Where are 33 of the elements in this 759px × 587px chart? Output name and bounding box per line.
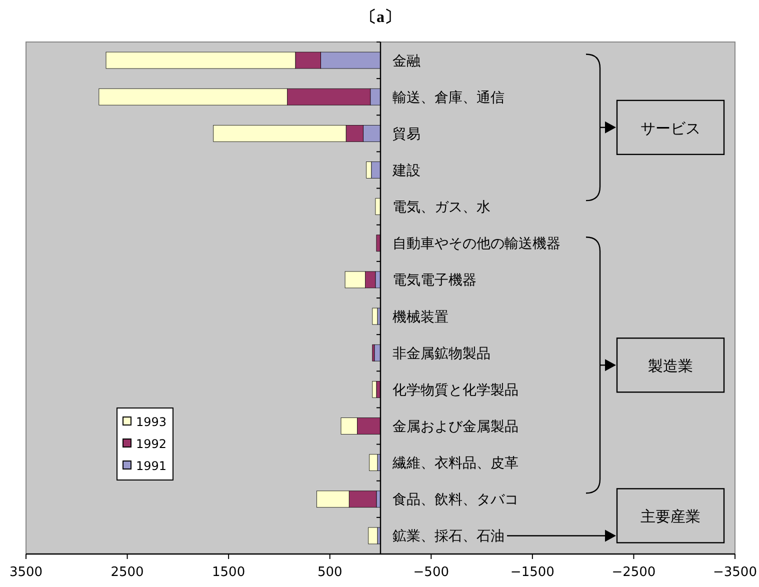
y-tick-label: 食品、飲料、タバコ <box>392 492 518 508</box>
x-tick-label: −1500 <box>510 565 554 580</box>
y-tick-label: 化学物質と化学製品 <box>392 382 518 398</box>
y-tick-label: 金融 <box>392 53 420 70</box>
y-tick-label: 自動車やその他の輸送機器 <box>392 236 560 252</box>
y-tick-label: 非金属鉱物製品 <box>392 346 490 362</box>
y-tick-label: 電気電子機器 <box>392 272 476 289</box>
x-tick-label: −500 <box>413 565 449 580</box>
x-tick-label: −3500 <box>713 565 757 580</box>
y-tick-label: 電気、ガス、水 <box>392 200 490 216</box>
y-tick-label: 貿易 <box>392 126 420 142</box>
y-tick-label: 輸送、倉庫、通信 <box>392 90 504 106</box>
y-tick-label: 建設 <box>392 163 420 179</box>
y-tick-label: 鉱業、採石、石油 <box>392 528 504 545</box>
annotation: 製造業 <box>648 358 693 376</box>
chart-title: 〔a〕 <box>360 8 400 26</box>
x-tick-label: −2500 <box>612 565 656 580</box>
legend-label: 1991 <box>136 459 167 473</box>
y-tick-label: 金属および金属製品 <box>392 419 518 435</box>
y-tick-label: 繊維、衣料品、皮革 <box>392 456 518 472</box>
bar <box>372 381 377 398</box>
annotation: サービス <box>640 121 700 138</box>
x-tick-label: 1500 <box>212 565 246 580</box>
bar <box>369 454 378 471</box>
bar <box>372 308 378 325</box>
bar <box>368 527 378 544</box>
x-tick-label: 2500 <box>110 565 144 580</box>
x-tick-label: 3500 <box>9 565 43 580</box>
legend-label: 1992 <box>136 437 167 451</box>
legend-label: 1993 <box>136 415 167 429</box>
annotation: 主要産業 <box>640 508 700 526</box>
y-tick-label: 機械装置 <box>392 309 448 326</box>
x-tick-label: 500 <box>317 565 342 580</box>
